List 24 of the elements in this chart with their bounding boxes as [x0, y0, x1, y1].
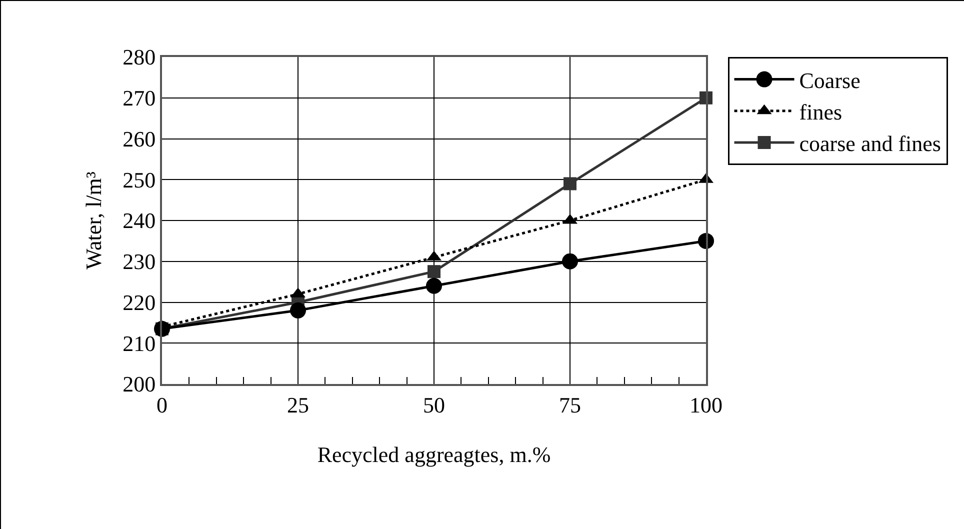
legend-label: Coarse: [799, 68, 860, 93]
y-tick-label: 270: [122, 86, 156, 111]
x-axis-title: Recycled aggreagtes, m.%: [317, 442, 551, 467]
point: [428, 265, 440, 278]
y-tick-label: 210: [122, 330, 156, 356]
point: [426, 278, 442, 294]
y-tick-label: 220: [122, 290, 156, 315]
point: [562, 253, 578, 270]
x-tick-label: 50: [423, 392, 445, 418]
x-tick-label: 100: [690, 392, 722, 418]
x-tick-label: 75: [559, 392, 581, 418]
legend-label: coarse and fines: [799, 131, 941, 156]
y-tick-label: 280: [122, 44, 156, 70]
x-tick-label: 25: [287, 392, 309, 418]
y-tick-label: 260: [122, 126, 156, 152]
y-tick-label: 230: [122, 249, 156, 274]
point: [564, 177, 576, 190]
y-tick-label: 200: [122, 372, 156, 397]
legend-label: fines: [799, 99, 842, 124]
y-axis-title: Water, l/m³: [80, 171, 106, 270]
y-tick-label: 250: [122, 167, 156, 192]
point: [290, 302, 306, 318]
y-tick-label: 240: [122, 208, 156, 234]
x-tick-label: 0: [156, 392, 168, 418]
